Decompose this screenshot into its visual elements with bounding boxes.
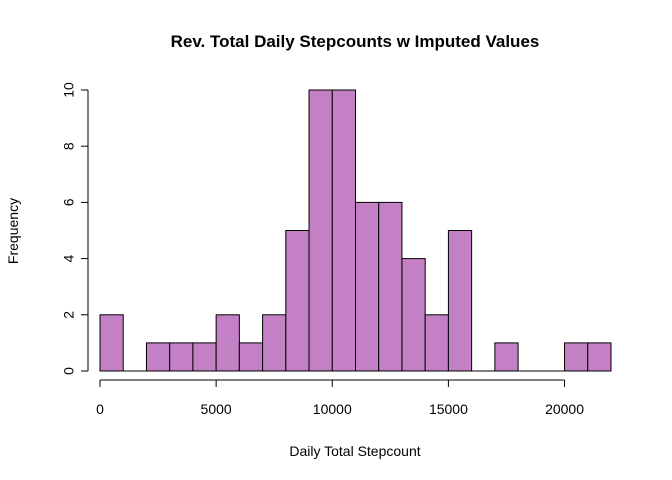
histogram-bar xyxy=(401,258,426,372)
histogram-bar xyxy=(447,230,473,372)
histogram-bar xyxy=(331,89,357,372)
histogram-bar xyxy=(494,342,519,372)
x-axis-label: Daily Total Stepcount xyxy=(289,443,420,459)
histogram-bar xyxy=(238,342,264,372)
histogram-bar xyxy=(215,314,240,372)
histogram-bar xyxy=(378,201,403,372)
histogram-bar xyxy=(145,342,171,372)
x-axis: 0 5000 10000 15000 20000 xyxy=(96,379,584,417)
bars-group xyxy=(99,89,612,372)
histogram-bar xyxy=(564,342,589,372)
histogram-bar xyxy=(99,314,124,372)
y-tick-label: 8 xyxy=(61,142,77,150)
histogram-bar xyxy=(424,314,449,372)
y-axis: 0 2 4 6 8 10 xyxy=(61,82,89,375)
y-axis-label: Frequency xyxy=(5,198,21,264)
y-tick-label: 0 xyxy=(61,367,77,375)
histogram-bar xyxy=(308,89,333,372)
x-tick-label: 10000 xyxy=(313,401,352,417)
histogram-bar xyxy=(262,314,287,372)
y-tick-label: 2 xyxy=(61,311,77,319)
y-tick-label: 6 xyxy=(61,198,77,206)
x-tick-label: 5000 xyxy=(201,401,232,417)
histogram-bar xyxy=(285,230,310,372)
x-tick-label: 15000 xyxy=(429,401,468,417)
y-tick-label: 10 xyxy=(61,82,77,98)
x-tick-label: 0 xyxy=(96,401,104,417)
chart-title: Rev. Total Daily Stepcounts w Imputed Va… xyxy=(171,32,540,51)
histogram-bar xyxy=(169,342,194,372)
histogram-bar xyxy=(587,342,612,372)
y-tick-label: 4 xyxy=(61,254,77,262)
histogram-bar xyxy=(355,201,380,372)
histogram-bar xyxy=(192,342,217,372)
x-tick-label: 20000 xyxy=(545,401,584,417)
